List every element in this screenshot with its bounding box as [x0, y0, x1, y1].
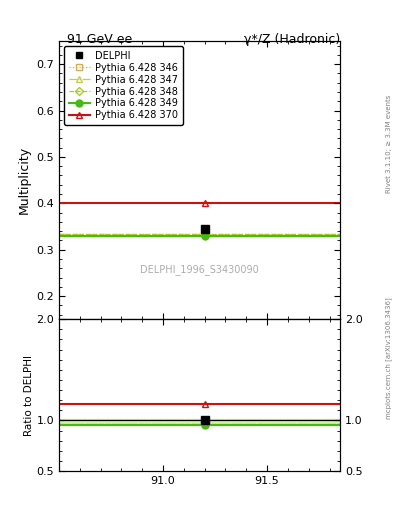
Text: 91 GeV ee: 91 GeV ee: [67, 33, 132, 46]
Y-axis label: Multiplicity: Multiplicity: [18, 146, 31, 214]
Legend: DELPHI, Pythia 6.428 346, Pythia 6.428 347, Pythia 6.428 348, Pythia 6.428 349, : DELPHI, Pythia 6.428 346, Pythia 6.428 3…: [64, 46, 183, 125]
Y-axis label: Ratio to DELPHI: Ratio to DELPHI: [24, 355, 33, 436]
Text: mcplots.cern.ch [arXiv:1306.3436]: mcplots.cern.ch [arXiv:1306.3436]: [386, 297, 392, 419]
Text: Rivet 3.1.10; ≥ 3.3M events: Rivet 3.1.10; ≥ 3.3M events: [386, 94, 392, 193]
Text: γ*/Z (Hadronic): γ*/Z (Hadronic): [244, 33, 340, 46]
Text: DELPHI_1996_S3430090: DELPHI_1996_S3430090: [140, 264, 259, 274]
Bar: [59, 419, 340, 425]
